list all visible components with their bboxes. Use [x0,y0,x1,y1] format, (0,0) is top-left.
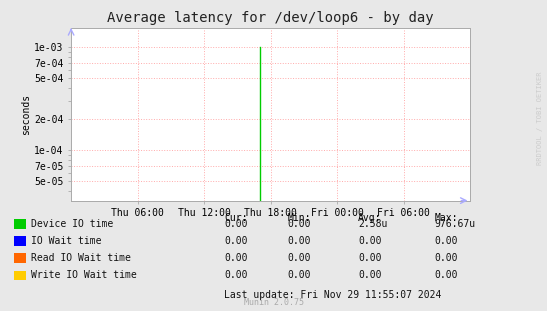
Text: 0.00: 0.00 [287,236,311,246]
Text: Min:: Min: [287,213,311,223]
Text: 0.00: 0.00 [358,253,382,263]
Y-axis label: seconds: seconds [21,94,31,135]
Text: 0.00: 0.00 [287,253,311,263]
Text: 2.58u: 2.58u [358,219,388,229]
Text: 0.00: 0.00 [358,270,382,280]
Text: Max:: Max: [435,213,458,223]
Text: 0.00: 0.00 [287,270,311,280]
Text: 0.00: 0.00 [358,236,382,246]
Text: RRDTOOL / TOBI OETIKER: RRDTOOL / TOBI OETIKER [537,72,543,165]
Text: IO Wait time: IO Wait time [31,236,102,246]
Text: 0.00: 0.00 [435,253,458,263]
Text: 0.00: 0.00 [224,253,248,263]
Text: Read IO Wait time: Read IO Wait time [31,253,131,263]
Text: 0.00: 0.00 [435,236,458,246]
Text: Munin 2.0.75: Munin 2.0.75 [243,298,304,307]
Text: 976.67u: 976.67u [435,219,476,229]
Text: 0.00: 0.00 [224,270,248,280]
Text: Device IO time: Device IO time [31,219,113,229]
Text: Last update: Fri Nov 29 11:55:07 2024: Last update: Fri Nov 29 11:55:07 2024 [224,290,441,300]
Text: Write IO Wait time: Write IO Wait time [31,270,137,280]
Text: 0.00: 0.00 [287,219,311,229]
Text: Cur:: Cur: [224,213,248,223]
Text: 0.00: 0.00 [224,219,248,229]
Text: 0.00: 0.00 [224,236,248,246]
Title: Average latency for /dev/loop6 - by day: Average latency for /dev/loop6 - by day [107,12,434,26]
Text: Avg:: Avg: [358,213,382,223]
Text: 0.00: 0.00 [435,270,458,280]
